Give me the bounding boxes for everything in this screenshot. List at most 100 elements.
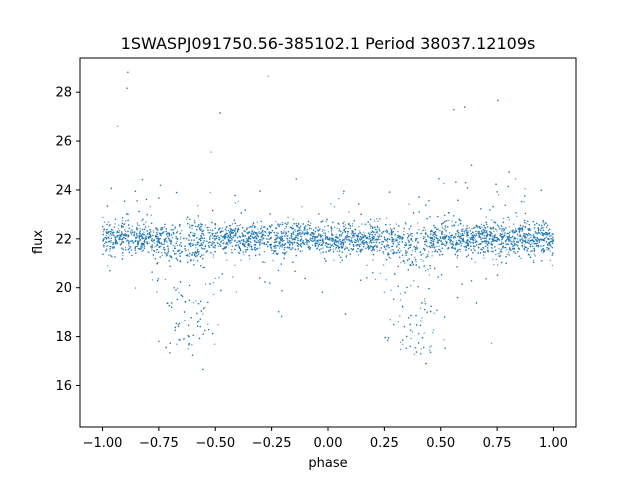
data-point: [193, 252, 195, 254]
data-point: [462, 225, 465, 227]
data-point: [549, 244, 552, 247]
data-point: [203, 240, 205, 242]
data-point: [516, 233, 518, 235]
data-point: [174, 245, 176, 247]
data-point: [490, 247, 492, 249]
data-point: [279, 245, 281, 247]
data-point: [445, 227, 447, 229]
data-point: [284, 227, 286, 230]
data-point: [508, 219, 510, 221]
data-point: [460, 229, 462, 231]
data-point: [105, 234, 108, 237]
data-point: [343, 238, 346, 240]
data-point: [492, 235, 494, 237]
data-point: [522, 225, 524, 227]
data-point: [526, 223, 528, 225]
data-point: [212, 254, 215, 256]
data-point: [353, 235, 355, 238]
data-point: [398, 241, 401, 243]
data-point: [513, 241, 515, 243]
data-point: [309, 238, 311, 240]
data-point: [427, 268, 429, 271]
data-point: [128, 245, 130, 247]
data-point: [141, 250, 143, 253]
data-point: [261, 239, 263, 241]
data-point: [176, 240, 178, 242]
data-point: [467, 230, 469, 232]
data-point: [291, 225, 293, 227]
data-point: [525, 236, 528, 239]
data-point: [144, 241, 146, 244]
data-point: [108, 225, 111, 227]
data-point: [399, 299, 402, 301]
data-point: [400, 261, 402, 264]
data-point: [116, 241, 119, 244]
data-point: [208, 226, 210, 229]
data-point: [148, 251, 150, 254]
data-point: [226, 225, 228, 228]
data-point: [318, 233, 320, 235]
data-point: [276, 232, 278, 234]
data-point: [541, 245, 543, 247]
data-point: [445, 241, 448, 244]
data-point: [321, 230, 324, 233]
data-point: [534, 255, 536, 257]
data-point: [207, 242, 209, 244]
data-point: [227, 230, 230, 232]
data-point: [159, 256, 162, 258]
data-point: [436, 240, 438, 242]
data-point: [244, 243, 246, 245]
data-point: [542, 221, 544, 223]
data-point: [261, 227, 263, 229]
data-point: [116, 232, 118, 234]
data-point: [459, 233, 462, 235]
data-point: [424, 300, 426, 302]
data-point: [197, 214, 199, 217]
data-point: [171, 237, 173, 239]
data-point: [425, 270, 427, 272]
data-point: [514, 227, 517, 230]
data-point: [202, 232, 204, 235]
data-point: [425, 239, 427, 241]
data-point: [279, 244, 281, 246]
data-point: [426, 253, 429, 256]
data-point: [448, 219, 450, 222]
data-point: [346, 254, 348, 256]
data-point: [529, 244, 531, 246]
data-point: [513, 223, 515, 225]
data-point: [227, 244, 230, 246]
data-point: [478, 243, 480, 246]
data-point: [131, 234, 133, 236]
data-point: [256, 221, 259, 223]
data-point: [209, 191, 211, 194]
data-point: [351, 223, 354, 225]
data-point: [211, 244, 214, 246]
data-point: [438, 245, 440, 247]
data-point: [275, 247, 277, 249]
data-point: [141, 245, 143, 247]
data-point: [109, 230, 111, 233]
data-point: [359, 230, 361, 232]
data-point: [172, 245, 175, 247]
data-point: [329, 239, 331, 241]
data-point: [249, 241, 251, 243]
data-point: [231, 223, 234, 225]
data-point: [389, 319, 391, 321]
data-point: [259, 240, 262, 242]
data-point: [411, 264, 413, 267]
data-point: [281, 240, 283, 242]
data-point: [178, 292, 180, 294]
data-point: [322, 229, 324, 231]
data-point: [529, 250, 532, 253]
data-point: [204, 244, 207, 246]
data-point: [141, 220, 143, 222]
data-point: [317, 241, 320, 243]
data-point: [400, 250, 402, 252]
data-point: [283, 230, 285, 232]
data-point: [528, 237, 530, 240]
data-point: [148, 235, 150, 238]
data-point: [166, 241, 168, 243]
data-point: [376, 250, 379, 252]
data-point: [441, 241, 443, 244]
data-point: [394, 233, 396, 235]
